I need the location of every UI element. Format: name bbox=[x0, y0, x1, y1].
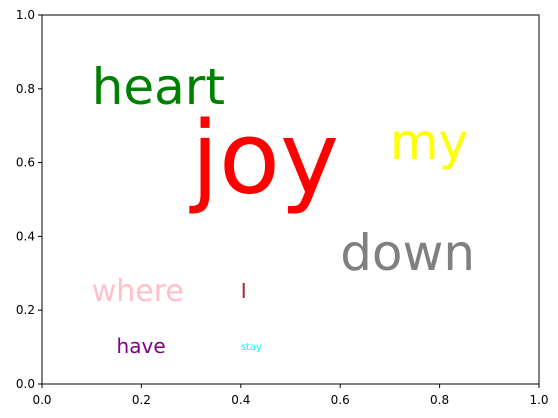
y-tick-label: 0.8 bbox=[16, 82, 35, 96]
word-heart: heart bbox=[92, 58, 225, 116]
word-i: I bbox=[241, 279, 247, 303]
word-stay: stay bbox=[241, 342, 262, 353]
x-tick-label: 0.8 bbox=[430, 393, 449, 407]
word-have: have bbox=[117, 334, 166, 358]
y-tick-label: 0.4 bbox=[16, 229, 35, 243]
x-tick-label: 0.4 bbox=[231, 393, 250, 407]
word-my: my bbox=[390, 113, 468, 171]
y-tick-label: 1.0 bbox=[16, 8, 35, 22]
y-axis: 0.0 0.2 0.4 0.6 0.8 1.0 bbox=[16, 8, 42, 391]
word-where: where bbox=[92, 274, 184, 309]
x-tick-label: 0.2 bbox=[132, 393, 151, 407]
plot-frame bbox=[41, 14, 540, 385]
x-axis: 0.0 0.2 0.4 0.6 0.8 1.0 bbox=[32, 384, 549, 407]
y-tick-label: 0.6 bbox=[16, 156, 35, 170]
x-tick-label: 1.0 bbox=[529, 393, 548, 407]
word-down: down bbox=[340, 224, 475, 282]
x-tick-label: 0.0 bbox=[32, 393, 51, 407]
word-joy: joy bbox=[189, 100, 339, 217]
y-tick-label: 0.2 bbox=[16, 303, 35, 317]
x-tick-label: 0.6 bbox=[331, 393, 350, 407]
y-tick-label: 0.0 bbox=[16, 377, 35, 391]
